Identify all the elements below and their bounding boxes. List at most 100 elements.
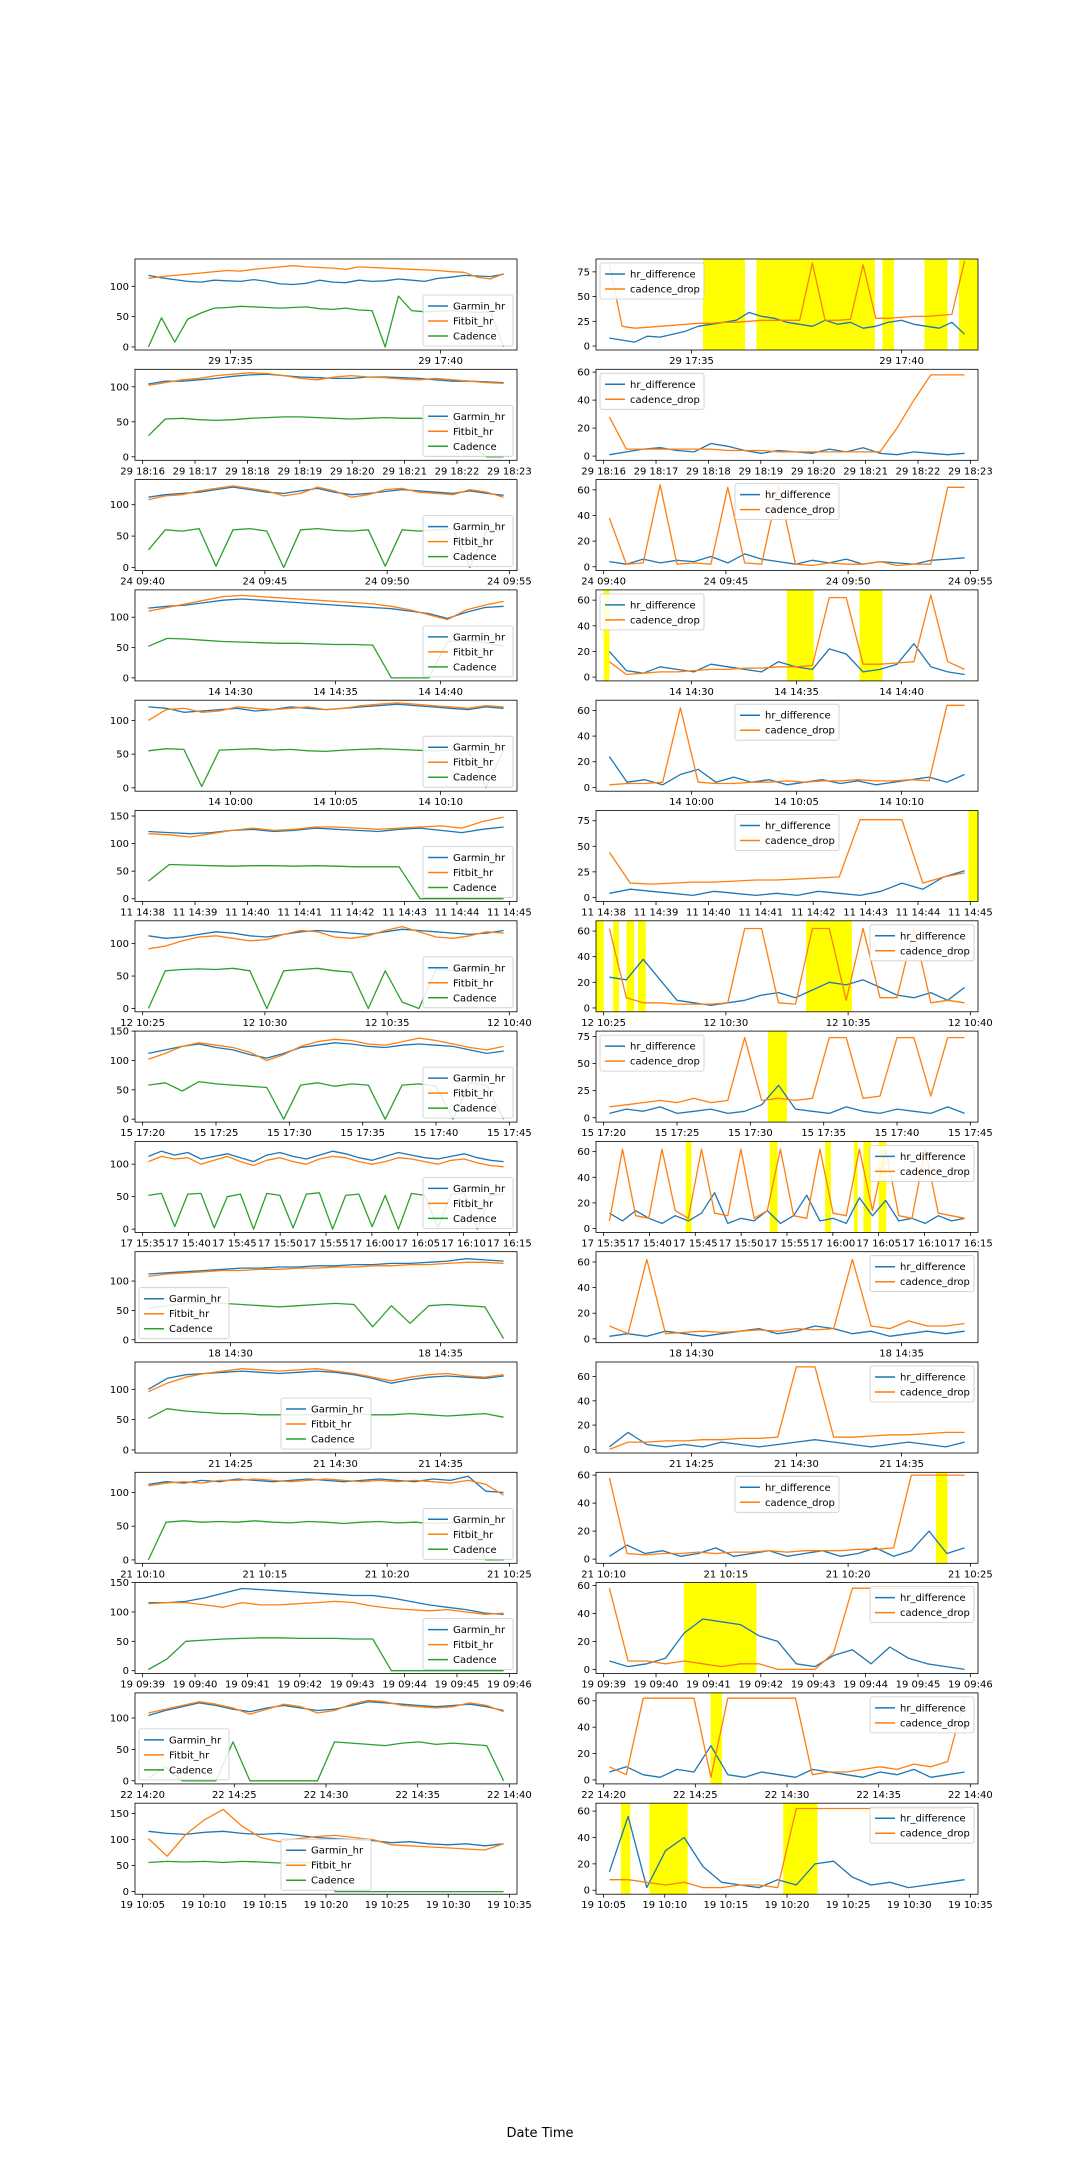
series-line-cadence-drop: [609, 1036, 965, 1108]
y-tick-label: 0: [584, 783, 590, 794]
series-line-fitbit-hr: [148, 265, 504, 280]
x-tick-label: 19 10:25: [826, 1900, 871, 1911]
series-line-fitbit-hr: [148, 1478, 504, 1496]
x-tick-label: 17 16:00: [810, 1238, 855, 1249]
legend-entry: cadence_drop: [765, 505, 835, 516]
legend-box: [599, 593, 705, 631]
series-line-cadence: [148, 1637, 504, 1672]
legend-entry: cadence_drop: [900, 1718, 970, 1729]
subplot-grid: 0 50 100 29 17:35 29 17:40 Garmin_hr Fitbit_hr…: [110, 258, 993, 1911]
legend: hr_difference cadence_drop: [734, 483, 840, 521]
y-tick-label: 40: [577, 621, 590, 632]
legend-entry: Fitbit_hr: [453, 868, 494, 879]
legend-box: [734, 1475, 840, 1513]
legend-box: [422, 956, 514, 1009]
y-tick-label: 40: [577, 1499, 590, 1510]
y-tick-label: 0: [123, 1445, 129, 1456]
x-tick-label: 11 14:45: [948, 908, 993, 919]
axes-frame: [134, 1030, 518, 1123]
x-tick-label: 19 10:35: [487, 1900, 532, 1911]
series-line-garmin-hr: [148, 1701, 504, 1717]
x-tick-label: 19 09:44: [843, 1680, 888, 1691]
highlight-span: [626, 920, 635, 1012]
x-tick-label: 11 14:45: [487, 908, 532, 919]
x-tick-label: 29 18:16: [120, 466, 165, 477]
x-tick-label: 12 10:40: [487, 1018, 532, 1029]
y-tick-label: 60: [577, 1696, 590, 1707]
x-tick-label: 22 14:35: [395, 1790, 440, 1801]
x-tick-label: 15 17:30: [728, 1128, 773, 1139]
legend: hr_difference cadence_drop: [599, 593, 705, 631]
legend-entry: Fitbit_hr: [453, 1199, 494, 1210]
legend-entry: hr_difference: [900, 931, 966, 942]
legend-entry: Fitbit_hr: [453, 537, 494, 548]
highlight-span: [783, 1803, 818, 1895]
y-tick-label: 0: [584, 342, 590, 353]
axes-frame: [134, 920, 518, 1013]
y-tick-label: 0: [584, 452, 590, 463]
legend-entry: Fitbit_hr: [453, 1640, 494, 1651]
y-tick-label: 100: [110, 1607, 129, 1618]
subplot-7-left: 0 50 100 12 10:25 12 10:30 12 10:35 12 10:40 Ga…: [110, 920, 532, 1029]
y-tick-label: 0: [584, 673, 590, 684]
x-tick-label: 22 14:30: [765, 1790, 810, 1801]
legend-entry: Garmin_hr: [311, 1405, 364, 1416]
y-tick-label: 50: [116, 972, 129, 983]
x-tick-label: 19 09:41: [686, 1680, 731, 1691]
subplot-1-right: 0 25 50 75 29 17:35 29 17:40 hr_differencecade…: [577, 258, 979, 367]
legend-box: [138, 1728, 230, 1781]
legend-entry: hr_difference: [630, 600, 696, 611]
legend-entry: hr_difference: [900, 1373, 966, 1384]
series-line-fitbit-hr: [148, 1368, 504, 1393]
legend-entry: Garmin_hr: [453, 1625, 506, 1636]
axes-frame: [595, 1582, 979, 1674]
subplot-11-right: 0 20 40 60 21 14:25 21 14:30 21 14:35 hr_differ…: [577, 1361, 979, 1470]
x-tick-label: 19 10:05: [581, 1900, 626, 1911]
legend-entry: hr_difference: [630, 380, 696, 391]
series-line-cadence-drop: [608, 260, 966, 329]
x-tick-label: 24 09:45: [704, 577, 749, 588]
y-tick-label: 60: [577, 927, 590, 938]
y-tick-label: 0: [123, 1225, 129, 1236]
legend-entry: Cadence: [453, 1214, 497, 1225]
series-line-cadence-drop: [609, 594, 965, 676]
series-line-hr-difference: [609, 311, 966, 343]
series-line-hr-difference: [609, 1745, 965, 1778]
y-tick-label: 0: [123, 1335, 129, 1346]
legend: Garmin_hr Fitbit_hr Cadence: [422, 404, 514, 457]
y-tick-label: 60: [577, 1147, 590, 1158]
legend-entry: Cadence: [169, 1324, 213, 1335]
subplot-4-right: 0 20 40 60 14 14:30 14 14:35 14 14:40 hr_differ…: [577, 589, 979, 698]
legend-entry: Garmin_hr: [453, 302, 506, 313]
legend-entry: hr_difference: [765, 490, 831, 501]
series-line-fitbit-hr: [148, 816, 504, 838]
series-line-hr-difference: [609, 1084, 965, 1115]
y-tick-label: 20: [577, 757, 590, 768]
series-line-hr-difference: [609, 958, 965, 1007]
legend-entry: Garmin_hr: [311, 1846, 364, 1857]
legend: hr_difference cadence_drop: [599, 262, 705, 300]
legend-entry: Garmin_hr: [169, 1735, 222, 1746]
y-tick-label: 50: [116, 1861, 129, 1872]
axes-frame: [595, 1361, 979, 1454]
x-tick-label: 11 14:39: [173, 908, 218, 919]
legend: Garmin_hr Fitbit_hr Cadence: [280, 1838, 372, 1891]
x-tick-label: 19 10:30: [887, 1900, 932, 1911]
y-tick-label: 50: [116, 1192, 129, 1203]
series-line-garmin-hr: [148, 1042, 504, 1059]
y-tick-label: 60: [577, 485, 590, 496]
legend-box: [422, 1066, 514, 1119]
series-line-hr-difference: [609, 1431, 965, 1448]
x-tick-label: 19 10:20: [765, 1900, 810, 1911]
series-line-fitbit-hr: [148, 1037, 504, 1062]
legend-entry: Fitbit_hr: [169, 1750, 210, 1761]
legend-entry: hr_difference: [630, 1042, 696, 1053]
x-tick-label: 17 16:00: [349, 1238, 394, 1249]
x-tick-label: 15 17:40: [875, 1128, 920, 1139]
legend-entry: cadence_drop: [765, 1498, 835, 1509]
y-tick-label: 40: [577, 1396, 590, 1407]
series-line-garmin-hr: [148, 1587, 504, 1615]
legend-box: [869, 1365, 975, 1403]
x-tick-label: 24 09:50: [826, 577, 871, 588]
